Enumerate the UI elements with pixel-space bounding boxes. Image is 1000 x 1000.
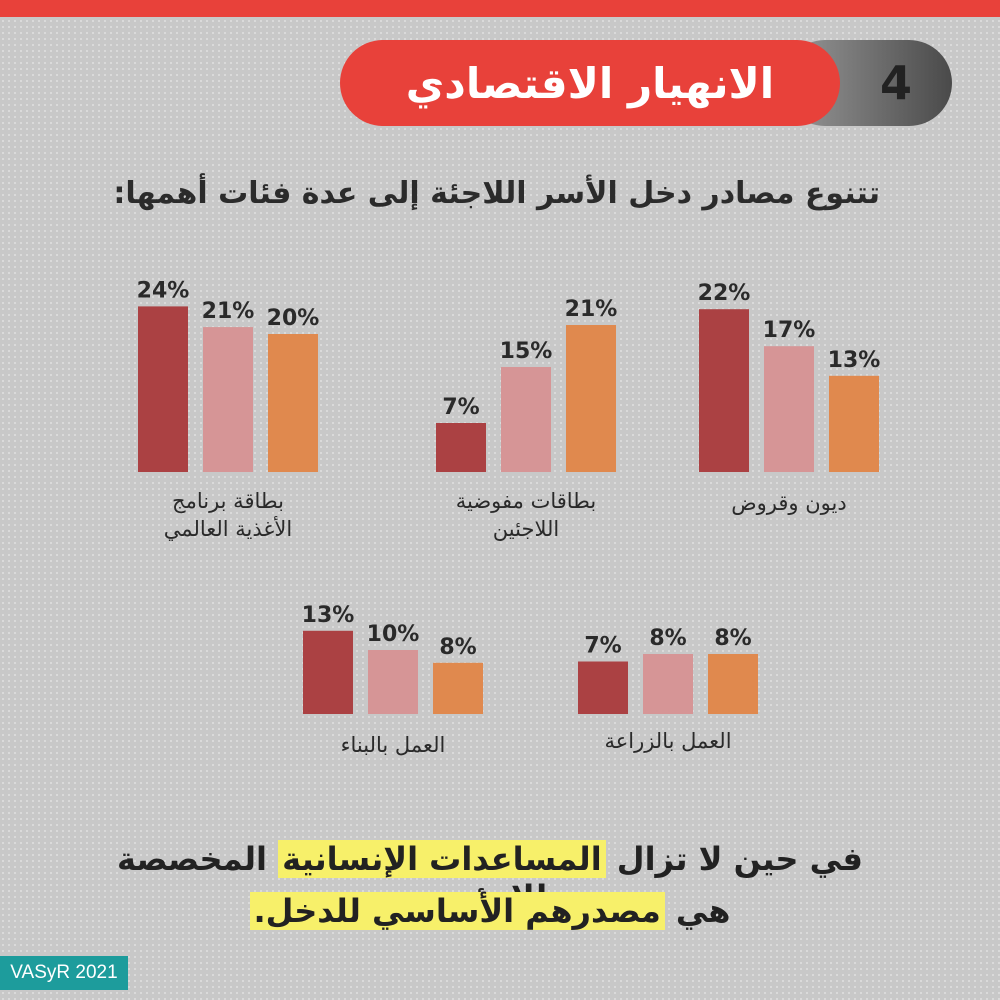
- page-subtitle: تتنوع مصادر دخل الأسر اللاجئة إلى عدة فئ…: [113, 176, 880, 211]
- bar-value-label: 8%: [439, 635, 476, 660]
- footer-highlight: مصدرهم الأساسي للدخل.: [249, 892, 665, 930]
- bar: [829, 375, 879, 472]
- bar-value-label: 7%: [442, 395, 479, 420]
- bar: [501, 367, 551, 472]
- bar: [433, 662, 483, 714]
- bar-value-label: 13%: [828, 348, 881, 373]
- bar: [566, 325, 616, 472]
- footer-text: هي: [664, 892, 731, 930]
- section-title-pill: [340, 40, 840, 126]
- bar: [138, 306, 188, 472]
- footer-line-2: هي مصدرهم الأساسي للدخل.: [60, 892, 920, 930]
- category-label: بطاقة برنامج: [172, 489, 284, 513]
- bar-value-label: 10%: [367, 622, 420, 647]
- bar: [764, 346, 814, 472]
- bar-value-label: 7%: [584, 634, 621, 659]
- bar: [268, 334, 318, 472]
- section-number: 4: [879, 56, 912, 110]
- bar-value-label: 8%: [649, 626, 686, 651]
- bar-value-label: 22%: [698, 281, 751, 306]
- bar: [436, 423, 486, 472]
- category-label: ديون وقروض: [731, 491, 846, 515]
- bar-value-label: 13%: [302, 603, 355, 628]
- bar-value-label: 17%: [763, 318, 816, 343]
- bar-value-label: 24%: [137, 278, 190, 303]
- bar-value-label: 21%: [565, 297, 618, 322]
- footer-text: في حين لا تزال: [605, 840, 863, 878]
- bar-value-label: 8%: [714, 626, 751, 651]
- section-title: الانهيار الاقتصادي: [405, 58, 775, 108]
- category-label: اللاجئين: [493, 517, 559, 541]
- category-label: بطاقات مفوضية: [456, 489, 597, 513]
- bar: [203, 327, 253, 472]
- bar-value-label: 20%: [267, 306, 320, 331]
- bar: [578, 661, 628, 714]
- category-label: العمل بالزراعة: [604, 729, 731, 753]
- footer-highlight: المساعدات الإنسانية: [278, 840, 606, 878]
- bar: [368, 650, 418, 714]
- category-label: الأغذية العالمي: [164, 516, 292, 541]
- source-badge: VASyR 2021: [0, 956, 128, 990]
- bar: [643, 654, 693, 714]
- category-label: العمل بالبناء: [341, 733, 446, 757]
- section-banner: 4 الانهيار الاقتصادي: [340, 40, 952, 126]
- bar: [699, 309, 749, 472]
- bar-value-label: 21%: [202, 299, 255, 324]
- bar: [303, 630, 353, 714]
- bar: [708, 654, 758, 714]
- top-accent-stripe: [0, 0, 1000, 17]
- bar-value-label: 15%: [500, 339, 553, 364]
